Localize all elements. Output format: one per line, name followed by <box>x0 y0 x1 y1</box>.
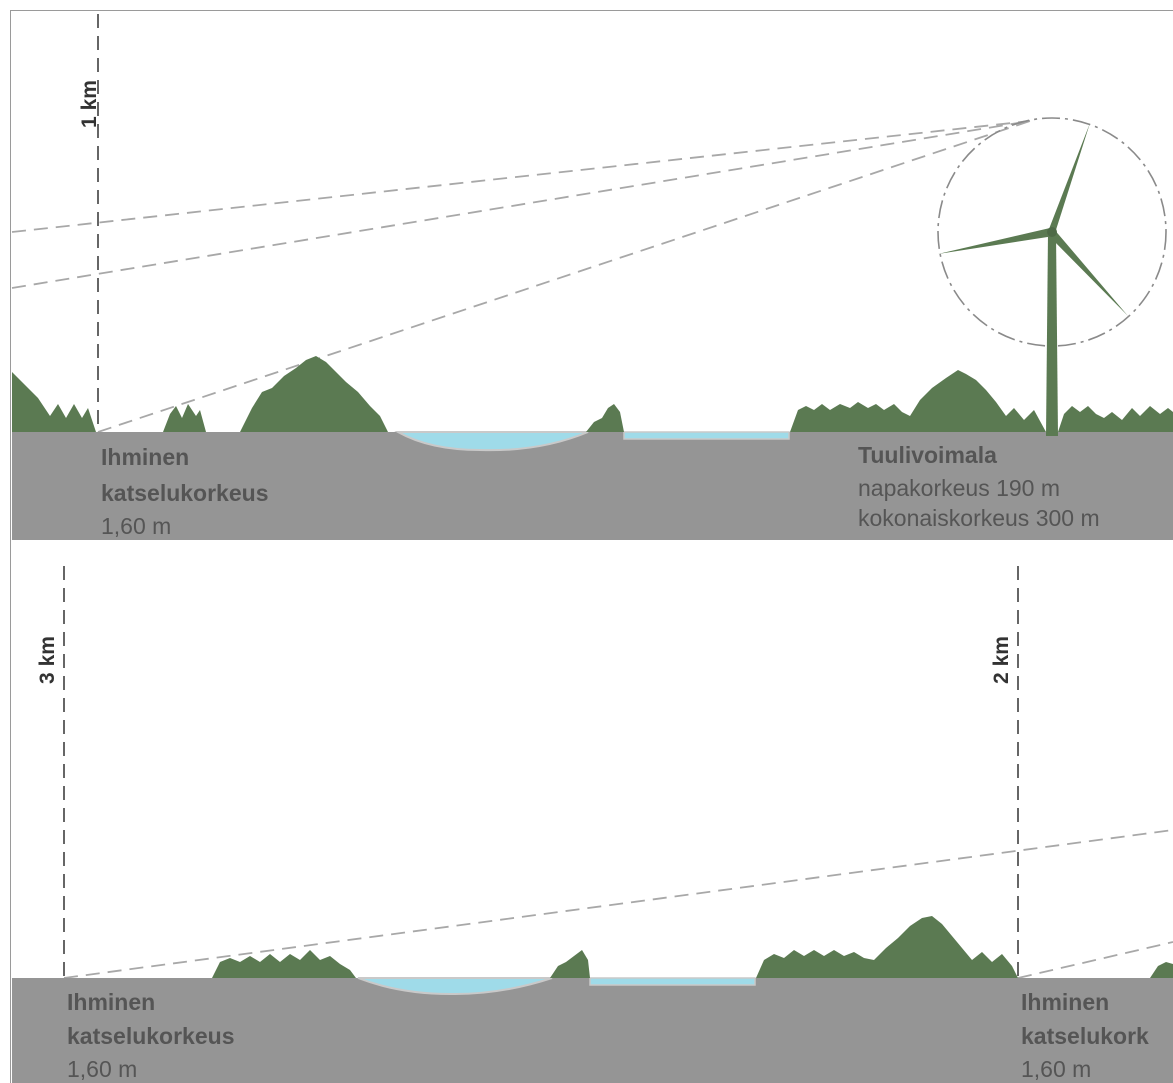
forest-top-b <box>163 404 206 432</box>
distance-label-1km: 1 km <box>78 80 101 128</box>
top-observer-subtitle: katselukorkeus <box>101 480 269 506</box>
top-sightlines <box>11 120 1031 433</box>
turbine-tower <box>1046 232 1058 436</box>
sightline-top-2 <box>11 120 1031 289</box>
turbine-title: Tuulivoimala <box>858 442 997 468</box>
turbine-total-height: kokonaiskorkeus 300 m <box>858 505 1100 531</box>
top-lake-1 <box>394 431 589 452</box>
turbine-blade-2 <box>938 228 1054 254</box>
sightline-top-3 <box>97 120 1031 433</box>
forest-top-f <box>1058 406 1173 432</box>
forest-bottom-a <box>212 950 356 978</box>
forest-top-d <box>586 404 624 432</box>
bottom-left-observer-subtitle: katselukorkeus <box>67 1023 235 1049</box>
top-lake-2 <box>623 431 790 440</box>
bottom-right-observer-subtitle: katselukork <box>1021 1023 1149 1049</box>
bottom-forest <box>212 916 1173 978</box>
bottom-lake-1 <box>357 977 553 996</box>
turbine-hub <box>1047 227 1057 237</box>
sightline-bottom-2 <box>1017 941 1173 979</box>
turbine-hub-height: napakorkeus 190 m <box>858 475 1061 501</box>
forest-bottom-c <box>756 916 1018 978</box>
diagram-frame <box>10 10 1173 1083</box>
forest-bottom-b <box>550 950 590 978</box>
forest-top-a <box>12 372 96 432</box>
wind-turbine <box>937 117 1167 436</box>
sightline-bottom-1 <box>63 829 1173 979</box>
bottom-lake-2 <box>589 977 756 986</box>
bottom-ground <box>12 978 1173 1083</box>
bottom-right-observer-height: 1,60 m <box>1021 1056 1092 1082</box>
bottom-left-observer-title: Ihminen <box>67 989 156 1015</box>
bottom-right-observer-title: Ihminen <box>1021 989 1110 1015</box>
top-forest <box>12 356 1173 432</box>
distance-label-2km: 2 km <box>990 636 1013 684</box>
sightline-top-1 <box>11 120 1031 233</box>
top-observer-height: 1,60 m <box>101 513 172 539</box>
bottom-left-observer-height: 1,60 m <box>67 1056 138 1082</box>
bottom-sightlines <box>63 829 1173 979</box>
distance-label-3km: 3 km <box>36 636 59 684</box>
top-panel <box>11 14 1173 540</box>
turbine-blade-3 <box>1049 228 1128 316</box>
turbine-blade-1 <box>1049 123 1090 233</box>
top-observer-title: Ihminen <box>101 444 190 470</box>
bottom-panel <box>12 566 1173 1083</box>
forest-bottom-d <box>1150 962 1173 978</box>
top-ground <box>12 432 1173 540</box>
forest-top-c <box>240 356 388 432</box>
forest-top-e <box>790 370 1046 432</box>
